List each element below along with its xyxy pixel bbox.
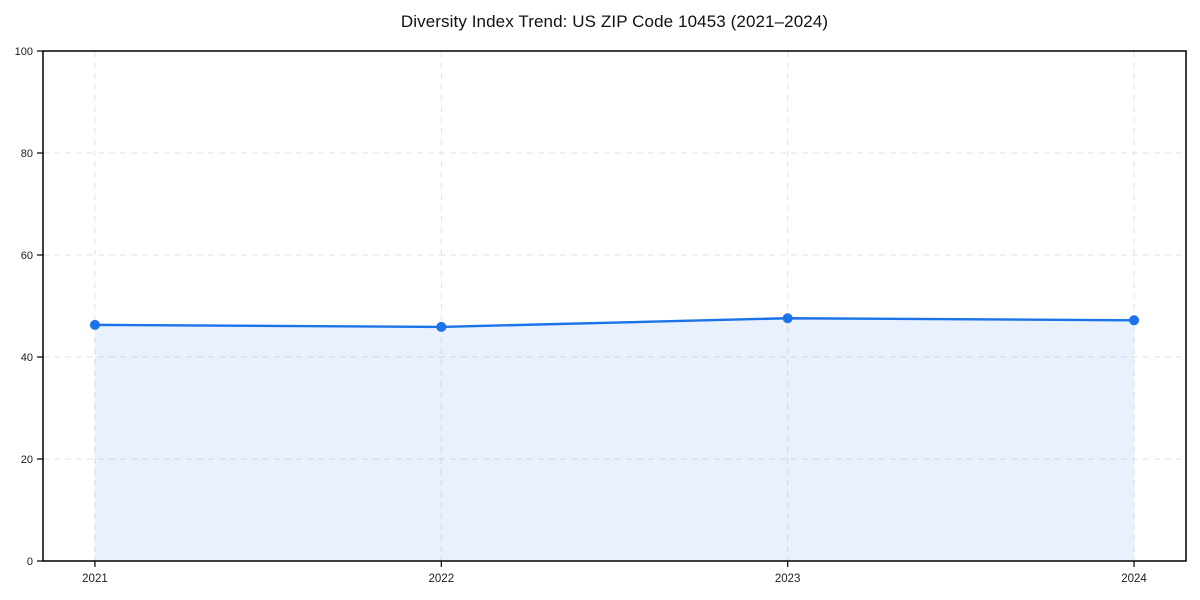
y-tick-label: 40 <box>21 352 33 364</box>
plot-frame <box>42 50 1187 562</box>
y-tick-label: 100 <box>15 46 33 58</box>
y-tick-label: 20 <box>21 454 33 466</box>
chart-title: Diversity Index Trend: US ZIP Code 10453… <box>400 12 829 31</box>
x-tick-label: 2022 <box>429 573 455 585</box>
x-tick-label: 2023 <box>775 573 801 585</box>
x-tick-label: 2024 <box>1121 573 1147 585</box>
data-point <box>436 321 447 332</box>
data-point <box>782 313 793 324</box>
data-point <box>89 319 100 330</box>
x-tick-label: 2021 <box>82 573 108 585</box>
y-tick-label: 80 <box>21 148 33 160</box>
data-point <box>1129 315 1140 326</box>
y-tick-label: 60 <box>21 250 33 262</box>
trend-line <box>93 317 1136 329</box>
area-fill <box>94 318 1135 561</box>
y-tick-label: 0 <box>27 556 33 568</box>
